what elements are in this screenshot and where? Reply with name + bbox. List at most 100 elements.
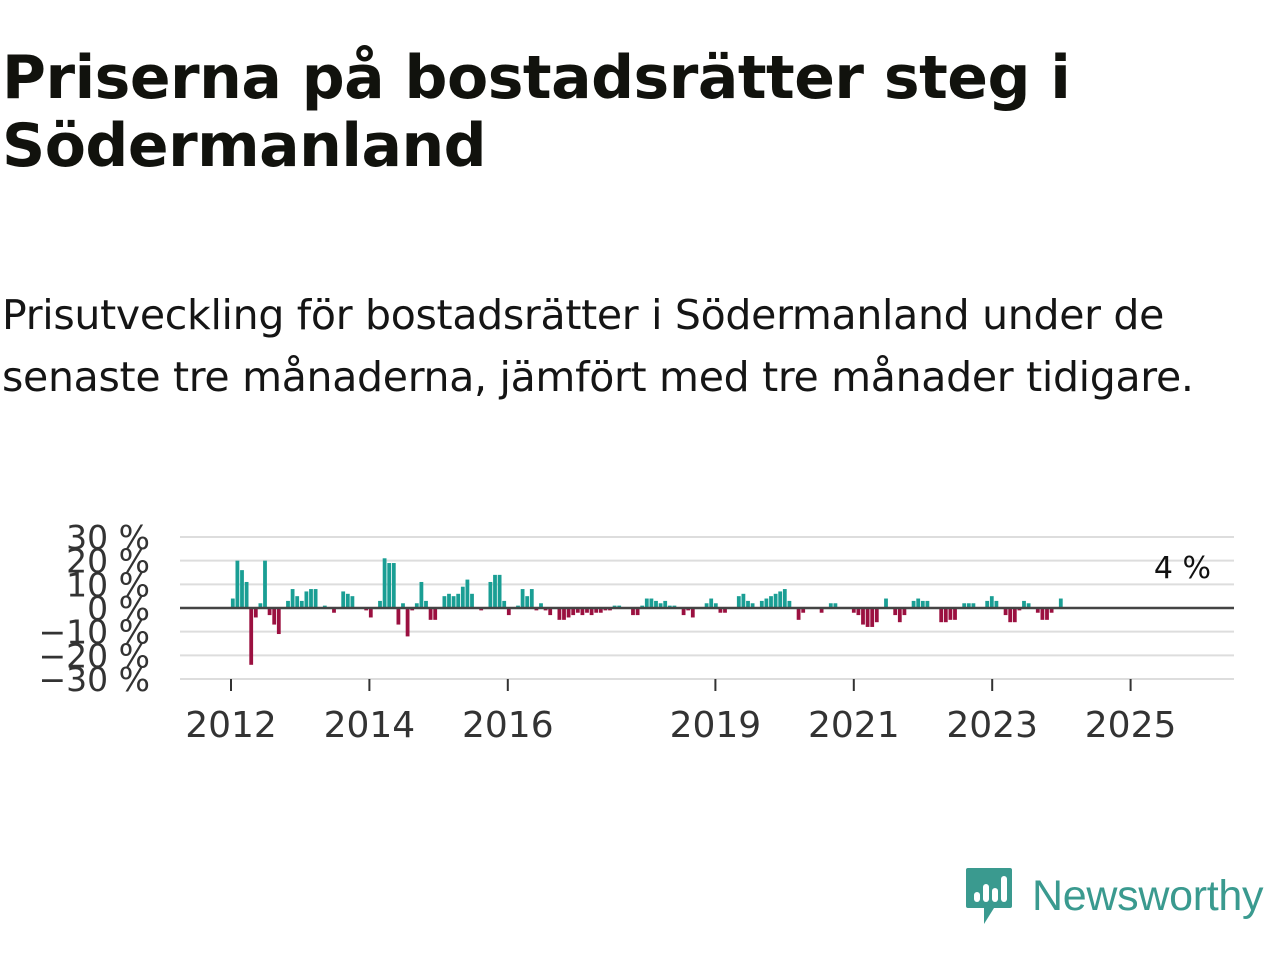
annotation-group: 4 % xyxy=(1154,551,1211,586)
bar xyxy=(819,608,824,613)
bar xyxy=(594,608,599,613)
x-tick-label: 2012 xyxy=(185,705,277,746)
bar xyxy=(460,586,465,608)
x-tick-label: 2016 xyxy=(462,705,554,746)
bar xyxy=(718,608,723,613)
bar xyxy=(263,560,267,608)
bar xyxy=(598,608,603,613)
bar xyxy=(378,600,382,608)
bar xyxy=(313,589,318,608)
bar xyxy=(424,600,428,608)
bar xyxy=(874,608,879,623)
bar xyxy=(465,579,470,608)
bar xyxy=(309,589,313,608)
x-axis-ticks: 2012 2014 2016 2019 2021 2023 2025 xyxy=(185,679,1176,746)
bar xyxy=(1040,608,1045,620)
bar xyxy=(368,608,373,618)
bar xyxy=(870,608,875,627)
bar xyxy=(736,596,741,608)
bar xyxy=(575,608,580,613)
bar xyxy=(387,563,392,608)
bar xyxy=(943,608,948,623)
bars xyxy=(230,558,1063,665)
bar xyxy=(801,608,806,613)
bar xyxy=(286,600,290,608)
bar xyxy=(654,600,658,608)
bar xyxy=(681,608,686,616)
bar xyxy=(345,593,350,608)
bar xyxy=(828,603,833,608)
bar xyxy=(833,603,838,608)
newsworthy-logo-icon xyxy=(966,868,1012,924)
bar xyxy=(253,608,258,618)
bar xyxy=(566,608,571,618)
y-tick-label: −20 % xyxy=(39,636,151,675)
bar xyxy=(704,603,709,608)
chart-subtitle: Prisutveckling för bostadsrätter i Söder… xyxy=(2,291,1194,401)
bar xyxy=(1012,608,1017,623)
bar xyxy=(861,608,865,625)
bar xyxy=(235,560,240,608)
bar xyxy=(585,608,589,613)
bar xyxy=(391,563,396,608)
x-tick-label: 2025 xyxy=(1085,705,1177,746)
bar xyxy=(962,603,967,608)
bar xyxy=(571,608,576,616)
y-tick-label: 30 % xyxy=(66,518,150,557)
bar xyxy=(539,603,543,608)
bar xyxy=(663,600,668,608)
bar xyxy=(994,600,999,608)
x-tick-label: 2023 xyxy=(946,705,1038,746)
bar xyxy=(442,596,447,608)
bar xyxy=(741,593,746,608)
bar xyxy=(414,603,419,608)
chart-title: Priserna på bostadsrätter steg i Söderma… xyxy=(2,43,1071,181)
bar xyxy=(428,608,433,620)
bar xyxy=(299,600,304,608)
bar xyxy=(244,581,249,608)
bar xyxy=(276,608,281,635)
bar xyxy=(589,608,594,616)
bar xyxy=(1058,598,1063,608)
bar xyxy=(971,603,976,608)
bar xyxy=(520,589,525,608)
bar xyxy=(911,600,916,608)
bar xyxy=(405,608,410,637)
bar xyxy=(290,589,295,608)
bar xyxy=(557,608,562,620)
bar xyxy=(562,608,566,620)
bar xyxy=(272,608,277,625)
x-tick-label: 2019 xyxy=(670,705,762,746)
bar xyxy=(419,581,424,608)
bar xyxy=(897,608,902,623)
y-tick-label: 20 % xyxy=(66,542,150,581)
bar xyxy=(746,600,750,608)
bar xyxy=(750,603,755,608)
bar xyxy=(920,600,925,608)
bar xyxy=(925,600,930,608)
brand-name: Newsworthy xyxy=(1032,871,1264,920)
y-tick-label: −30 % xyxy=(39,660,151,699)
bar xyxy=(796,608,801,620)
bar xyxy=(433,608,438,620)
bar xyxy=(382,558,387,608)
bar xyxy=(470,593,474,608)
bar xyxy=(948,608,953,620)
bar xyxy=(258,603,263,608)
bar xyxy=(488,581,493,608)
bar xyxy=(759,600,764,608)
bar xyxy=(769,596,773,608)
x-tick-label: 2021 xyxy=(808,705,900,746)
bar xyxy=(953,608,957,620)
bar xyxy=(773,593,778,608)
bar xyxy=(778,591,783,608)
bar xyxy=(1003,608,1008,616)
bar xyxy=(782,589,787,608)
bar xyxy=(635,608,640,616)
bar xyxy=(396,608,401,625)
bar xyxy=(690,608,695,618)
bar xyxy=(658,603,663,608)
bar xyxy=(451,596,456,608)
bar xyxy=(723,608,727,613)
bar xyxy=(304,591,309,608)
